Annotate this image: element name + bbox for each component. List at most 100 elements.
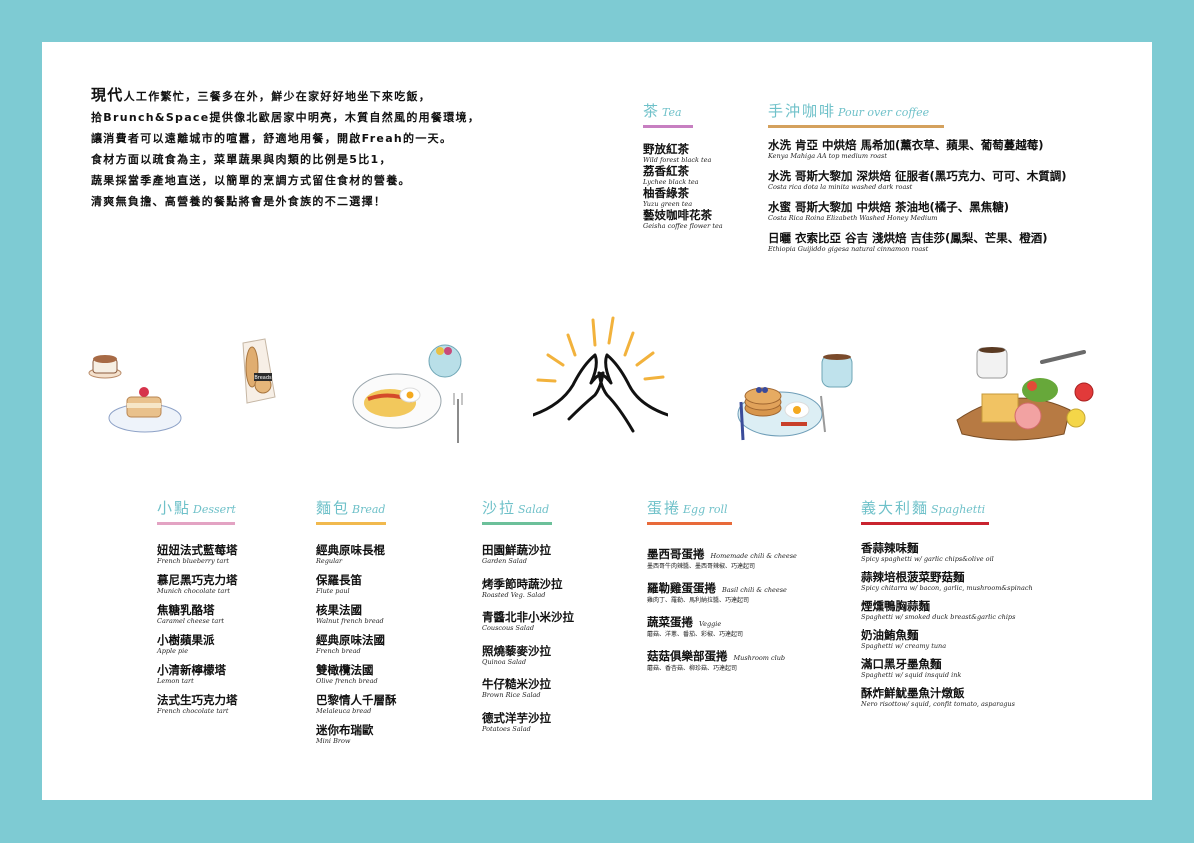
- menu-item: 蒜辣培根菠菜野菇麵 Spicy chitarra w/ bacon, garlic…: [861, 570, 1033, 593]
- menu-item-english: Wild forest black tea: [643, 156, 712, 164]
- menu-item: 煙燻鴨胸蒜麵 Spaghetti w/ smoked duck breast&ga…: [861, 599, 1015, 622]
- intro-line-6: 清爽無負擔、高營養的餐點將會是外食族的不二選擇！: [91, 195, 387, 208]
- menu-item-english: Costa Rica Roina Elizabeth Washed Honey …: [768, 214, 938, 222]
- menu-item: 慕尼黑巧克力塔 Munich chocolate tart: [157, 573, 238, 596]
- dessert-heading: 小點 Dessert: [157, 497, 236, 525]
- menu-item-english: Mushroom club: [733, 654, 786, 662]
- breakfast-board-illustration: [956, 347, 1094, 441]
- menu-item: 小清新檸檬塔 Lemon tart: [157, 663, 226, 686]
- menu-item-english: Melaleuca bread: [316, 707, 372, 715]
- menu-item-name: 迷你布瑞歐: [316, 723, 374, 737]
- menu-item: 青醬北非小米沙拉 Couscous Salad: [482, 610, 574, 633]
- menu-item-name: 荔香紅茶: [643, 164, 689, 178]
- menu-item: 照燒藜麥沙拉 Quinoa Salad: [482, 644, 551, 667]
- menu-item-english: Quinoa Salad: [482, 657, 527, 666]
- menu-item-name: 柚香綠茶: [643, 186, 689, 200]
- menu-item: 迷你布瑞歐 Mini Brow: [316, 723, 374, 746]
- menu-item-name: 法式生巧克力塔: [157, 693, 238, 707]
- menu-item: 荔香紅茶 Lychee black tea: [643, 164, 699, 187]
- menu-item: 保羅長笛 Flute paul: [316, 573, 362, 596]
- menu-item-english: Caramel cheese tart: [157, 617, 224, 625]
- menu-item-english: Nero risottow/ squid, confit tomato, asp…: [861, 700, 1015, 708]
- menu-item-english: French blueberry tart: [157, 557, 229, 565]
- menu-item-name: 妞妞法式藍莓塔: [157, 543, 238, 557]
- intro-line-4: 食材方面以疏食為主，菜單蔬果與肉類的比例是5比1，: [91, 153, 392, 166]
- bread-underline: [316, 522, 386, 525]
- menu-item-english: Lemon tart: [157, 677, 194, 685]
- bread-heading: 麵包 Bread: [316, 497, 386, 525]
- menu-item: 水洗 肯亞 中烘焙 馬希加(薰衣草、蘋果、葡萄蔓越莓) Kenya Mahiga …: [768, 138, 1044, 161]
- menu-item-name: 德式洋芋沙拉: [482, 710, 551, 725]
- menu-item-name: 蒜辣培根菠菜野菇麵: [861, 570, 965, 584]
- menu-item-ingredients: 蘑菇、洋蔥、番茄、彩椒、巧達起司: [647, 631, 744, 638]
- menu-item: 巴黎情人千層酥 Melaleuca bread: [316, 693, 397, 716]
- menu-item-english: Lychee black tea: [643, 178, 699, 186]
- menu-item-english: Spaghetti w/ smoked duck breast&garlic c…: [861, 613, 1016, 621]
- menu-item-english: Potatoes Salad: [482, 724, 531, 733]
- menu-item-name: 焦糖乳酪塔: [157, 603, 215, 617]
- menu-item-name: 蔬菜蛋捲: [647, 615, 693, 629]
- menu-item-english: Apple pie: [157, 647, 189, 655]
- menu-item-english: Olive french bread: [316, 677, 378, 685]
- egg-heading: 蛋捲 Egg roll: [647, 497, 732, 525]
- intro-line-2: 拾Brunch&Space提供像北歐居家中明亮，木質自然風的用餐環境，: [91, 111, 481, 124]
- spaghetti-heading: 義大利麵 Spaghetti: [861, 497, 989, 525]
- menu-item: 墨西哥蛋捲 Homemade chili & cheese 墨西哥牛肉辣醬、墨西哥辣…: [647, 543, 797, 571]
- menu-item-english: Basil chili & cheese: [722, 586, 787, 594]
- menu-item-english: Homemade chili & cheese: [710, 552, 797, 560]
- menu-item: 藝妓咖啡花茶 Geisha coffee flower tea: [643, 208, 723, 231]
- menu-item-english: Brown Rice Salad: [482, 691, 541, 699]
- menu-item-name: 野放紅茶: [643, 142, 689, 156]
- menu-item-name: 水洗 哥斯大黎加 深烘焙 征服者(黑巧克力、可可、木質調): [768, 169, 1067, 183]
- coffee-underline: [768, 125, 944, 128]
- menu-item: 蔬菜蛋捲 Veggie 蘑菇、洋蔥、番茄、彩椒、巧達起司: [647, 611, 743, 639]
- menu-item-english: Geisha coffee flower tea: [643, 222, 723, 230]
- menu-item-english: Couscous Salad: [482, 624, 534, 632]
- menu-item-name: 香蒜辣味麵: [861, 541, 919, 555]
- tea-underline: [643, 125, 693, 128]
- menu-item-name: 酥炸鮮魷墨魚汁燉飯: [861, 686, 965, 700]
- menu-item: 水蜜 哥斯大黎加 中烘焙 茶油地(橘子、黑焦糖) Costa Rica Roina…: [768, 200, 1009, 223]
- dessert-underline: [157, 522, 235, 525]
- menu-item-english: Walnut french bread: [316, 617, 384, 625]
- menu-item-english: Roasted Veg. Salad: [482, 590, 546, 599]
- intro-line-5: 蔬果採當季產地直送，以簡單的烹調方式留住食材的營養。: [91, 174, 411, 187]
- menu-item: 羅勒雞蛋蛋捲 Basil chili & cheese 雞肉丁、羅勒、馬利納拉醬、巧…: [647, 577, 787, 605]
- menu-item-name: 滿口黑牙墨魚麵: [861, 657, 942, 671]
- menu-item-english: Yuzu green tea: [643, 200, 693, 208]
- intro-line-3: 讓消費者可以遠離城市的喧囂，舒適地用餐，開啟Freah的一天。: [91, 132, 453, 145]
- menu-item: 小樹蘋果派 Apple pie: [157, 633, 215, 656]
- menu-item-english: Flute paul: [316, 587, 350, 595]
- menu-item: 酥炸鮮魷墨魚汁燉飯 Nero risottow/ squid, confit to…: [861, 686, 1015, 709]
- menu-item-ingredients: 雞肉丁、羅勒、馬利納拉醬、巧達起司: [647, 597, 750, 604]
- menu-item: 經典原味長棍 Regular: [316, 543, 385, 566]
- menu-item: 奶油鮪魚麵 Spaghetti w/ creamy tuna: [861, 628, 946, 651]
- bread-bag-illustration: Breads: [242, 338, 276, 404]
- bread-bag-label: Breads: [254, 375, 272, 381]
- menu-item-english: Regular: [316, 557, 343, 565]
- menu-item-english: Veggie: [699, 620, 722, 628]
- menu-item: 野放紅茶 Wild forest black tea: [643, 142, 711, 165]
- menu-item-name: 日曬 衣索比亞 谷吉 淺烘焙 吉佳莎(鳳梨、芒果、橙酒): [768, 231, 1048, 245]
- menu-item-ingredients: 墨西哥牛肉辣醬、墨西哥辣椒、巧達起司: [647, 563, 756, 570]
- menu-item-name: 小清新檸檬塔: [157, 663, 226, 677]
- intro-line-1: 現代人工作繁忙，三餐多在外，鮮少在家好好地坐下來吃飯，: [91, 86, 432, 104]
- egg-underline: [647, 522, 732, 525]
- spaghetti-underline: [861, 522, 989, 525]
- menu-item-english: Spaghetti w/ creamy tuna: [861, 642, 947, 650]
- menu-item-name: 奶油鮪魚麵: [861, 628, 919, 642]
- menu-item: 柚香綠茶 Yuzu green tea: [643, 186, 692, 209]
- menu-item-name: 經典原味長棍: [316, 543, 385, 557]
- menu-item-name: 慕尼黑巧克力塔: [157, 573, 238, 587]
- tea-heading: 茶 Tea: [643, 100, 693, 128]
- menu-item: 菇菇俱樂部蛋捲 Mushroom club 蘑菇、香杏菇、柳珍菇、巧達起司: [647, 645, 785, 673]
- menu-item: 焦糖乳酪塔 Caramel cheese tart: [157, 603, 224, 626]
- menu-item-name: 水洗 肯亞 中烘焙 馬希加(薰衣草、蘋果、葡萄蔓越莓): [768, 138, 1044, 152]
- menu-item: 妞妞法式藍莓塔 French blueberry tart: [157, 543, 238, 566]
- menu-item-english: French bread: [316, 647, 361, 655]
- menu-item-name: 羅勒雞蛋蛋捲: [647, 581, 716, 595]
- menu-item-english: Spicy spaghetti w/ garlic chips&olive oi…: [861, 555, 994, 563]
- omelette-plate-illustration: [352, 344, 463, 443]
- menu-item: 經典原味法國 French bread: [316, 633, 385, 656]
- menu-item-name: 巴黎情人千層酥: [316, 693, 397, 707]
